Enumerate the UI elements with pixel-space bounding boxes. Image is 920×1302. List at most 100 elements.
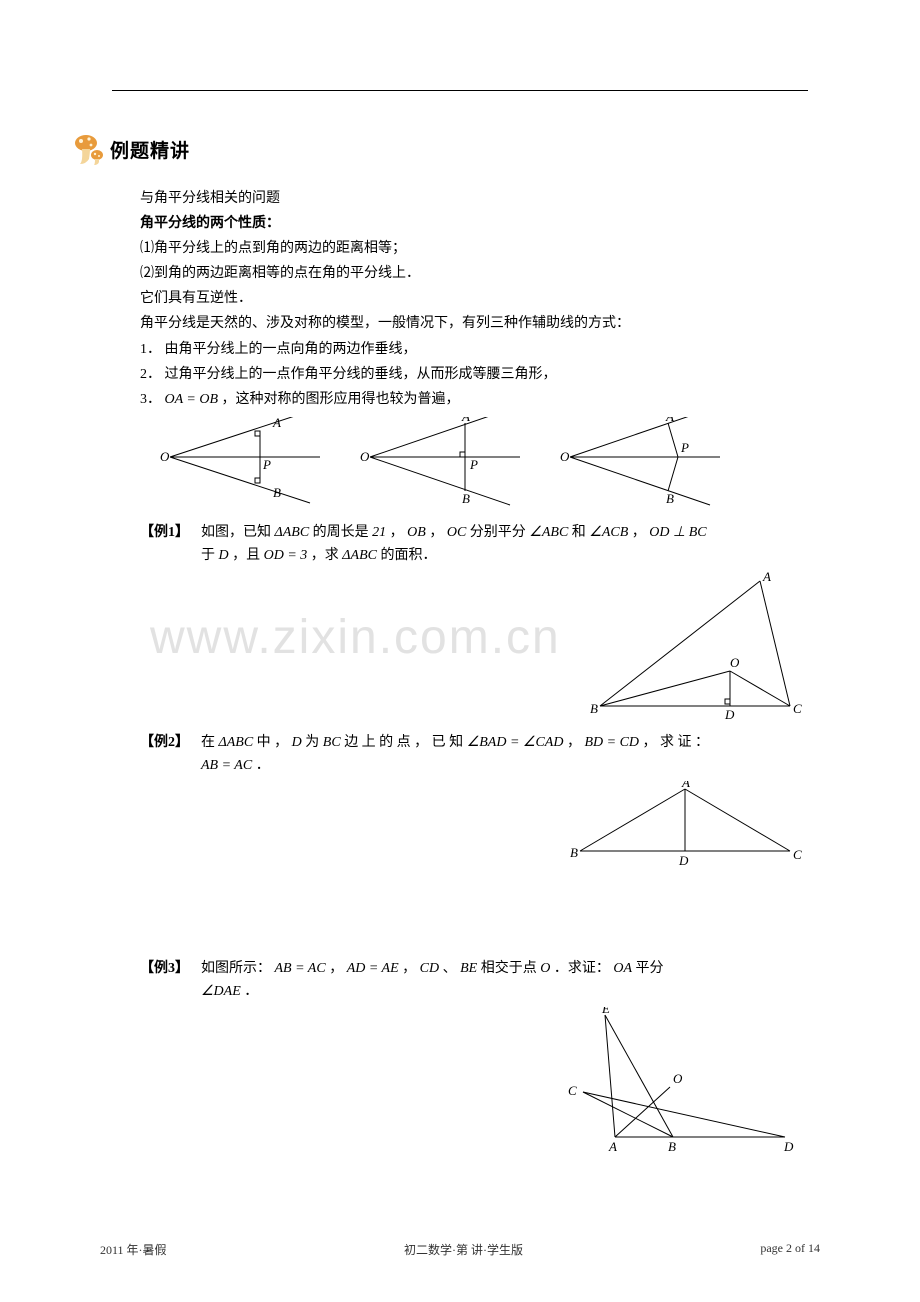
svg-text:A: A: [762, 571, 771, 584]
ex1-t21: 的面积．: [377, 548, 437, 563]
svg-text:P: P: [469, 457, 478, 472]
ex3-t4: AD = AE: [347, 961, 399, 976]
svg-text:C: C: [793, 701, 802, 716]
ex3-t14: ∠DAE: [201, 984, 241, 999]
footer-left: 2011 年·暑假: [100, 1241, 167, 1258]
ex2-figure: A B C D: [140, 781, 810, 871]
intro-inv: 它们具有互逆性．: [140, 287, 820, 310]
top-rule: [112, 90, 808, 91]
svg-text:P: P: [680, 440, 689, 455]
ex2-t13: ．: [252, 758, 270, 773]
ex1-t1: 如图，已知: [201, 525, 275, 540]
ex3-t6: CD: [420, 961, 439, 976]
svg-text:O: O: [160, 449, 170, 464]
m3-c: ，这种对称的图形应用得也较为普遍，: [218, 392, 460, 407]
ex1-t2: ΔABC: [275, 525, 310, 540]
svg-text:B: B: [668, 1139, 676, 1154]
ex3-t7: 、: [439, 961, 460, 976]
ex1-body: 如图，已知 ΔABC 的周长是 21 ， OB ， OC 分别平分 ∠ABC 和…: [201, 521, 820, 567]
svg-text:P: P: [262, 457, 271, 472]
ex1-t5: ，: [386, 525, 407, 540]
svg-text:A: A: [461, 417, 470, 424]
m3-b: OA = OB: [165, 392, 219, 407]
svg-text:D: D: [724, 707, 735, 721]
ex1-t9: 分别平分: [466, 525, 529, 540]
intro-heading: 角平分线的两个性质：: [140, 212, 820, 235]
ex1-t13: ，: [628, 525, 649, 540]
example-1: 【例1】 如图，已知 ΔABC 的周长是 21 ， OB ， OC 分别平分 ∠…: [140, 521, 820, 567]
ex2-t4: D: [292, 735, 302, 750]
ex1-t16: D: [219, 548, 229, 563]
section-header: 例题精讲: [70, 131, 820, 167]
ex3-figure: E C O A B D: [140, 1007, 810, 1157]
mushroom-icon: [70, 131, 106, 167]
ex2-t2: ΔABC: [219, 735, 254, 750]
ex3-t12: OA: [613, 961, 632, 976]
ex1-t20: ΔABC: [342, 548, 377, 563]
svg-text:B: B: [462, 491, 470, 506]
ex2-t3: 中 ，: [253, 735, 292, 750]
footer-right: page 2 of 14: [760, 1241, 820, 1258]
ex1-t4: 21: [372, 525, 386, 540]
ex3-body: 如图所示： AB = AC ， AD = AE ， CD 、 BE 相交于点 O…: [201, 957, 820, 1003]
ex1-figure: A B C O D: [140, 571, 810, 721]
aux-diagram-2: O A P B: [360, 417, 530, 507]
ex2-t5: 为: [302, 735, 323, 750]
ex2-t12: AB = AC: [201, 758, 252, 773]
svg-text:C: C: [793, 847, 802, 862]
svg-text:D: D: [783, 1139, 794, 1154]
example-3: 【例3】 如图所示： AB = AC ， AD = AE ， CD 、 BE 相…: [140, 957, 820, 1003]
ex1-t8: OC: [447, 525, 466, 540]
aux-diagram-3: O A P B: [560, 417, 730, 507]
ex3-t1: 如图所示：: [201, 961, 275, 976]
m3-a: 3．: [140, 392, 165, 407]
ex1-label: 【例1】: [140, 521, 189, 567]
ex1-t14: OD ⊥ BC: [649, 525, 706, 540]
svg-text:O: O: [360, 449, 370, 464]
intro-m1: 1． 由角平分线上的一点向角的两边作垂线，: [140, 338, 820, 361]
ex3-t10: O: [540, 961, 550, 976]
svg-text:O: O: [560, 449, 570, 464]
ex1-t15: 于: [201, 548, 219, 563]
intro-topic: 与角平分线相关的问题: [140, 187, 820, 210]
ex2-t7: 边 上 的 点 ， 已 知: [341, 735, 467, 750]
ex1-t6: OB: [407, 525, 426, 540]
svg-text:A: A: [681, 781, 690, 790]
ex1-t11: 和: [568, 525, 589, 540]
ex2-t8: ∠BAD = ∠CAD: [467, 735, 564, 750]
svg-text:B: B: [590, 701, 598, 716]
footer-center: 初二数学·第 讲·学生版: [404, 1241, 523, 1258]
ex1-t3: 的周长是: [309, 525, 372, 540]
svg-text:A: A: [272, 417, 281, 430]
ex1-t17: ，且: [229, 548, 264, 563]
intro-prop1: ⑴角平分线上的点到角的两边的距离相等；: [140, 237, 820, 260]
ex3-t5: ，: [399, 961, 420, 976]
ex3-t9: 相交于点: [477, 961, 540, 976]
example-2: 【例2】 在 ΔABC 中 ， D 为 BC 边 上 的 点 ， 已 知 ∠BA…: [140, 731, 820, 777]
ex3-t11: ．求证：: [550, 961, 613, 976]
footer: 2011 年·暑假 初二数学·第 讲·学生版 page 2 of 14: [100, 1241, 820, 1258]
svg-text:A: A: [608, 1139, 617, 1154]
ex3-t8: BE: [460, 961, 477, 976]
svg-text:O: O: [673, 1071, 683, 1086]
ex2-t10: BD = CD: [584, 735, 639, 750]
svg-text:C: C: [568, 1083, 577, 1098]
ex3-t13: 平分: [632, 961, 664, 976]
aux-diagram-1: O A P B: [160, 417, 330, 507]
svg-text:B: B: [273, 485, 281, 500]
intro-prop2: ⑵到角的两边距离相等的点在角的平分线上．: [140, 262, 820, 285]
ex2-t11: ， 求 证 ：: [639, 735, 709, 750]
ex1-t7: ，: [426, 525, 447, 540]
ex3-t15: ．: [241, 984, 259, 999]
svg-text:O: O: [730, 655, 740, 670]
intro-m3: 3． OA = OB ，这种对称的图形应用得也较为普遍，: [140, 388, 820, 411]
aux-diagrams: O A P B O A P B: [160, 417, 820, 507]
ex2-t6: BC: [323, 735, 341, 750]
ex1-t10: ∠ABC: [529, 525, 568, 540]
ex2-body: 在 ΔABC 中 ， D 为 BC 边 上 的 点 ， 已 知 ∠BAD = ∠…: [201, 731, 820, 777]
spacer: [140, 881, 820, 951]
svg-text:B: B: [666, 491, 674, 506]
ex2-t1: 在: [201, 735, 219, 750]
ex1-t19: ，求: [307, 548, 342, 563]
ex2-label: 【例2】: [140, 731, 189, 777]
